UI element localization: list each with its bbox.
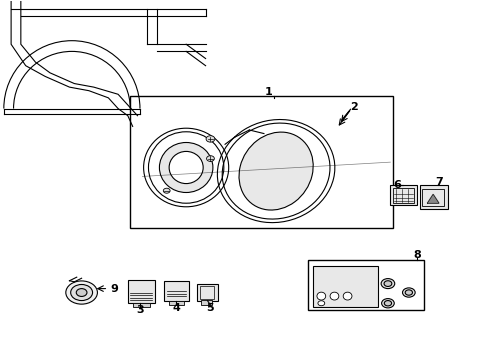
Text: 5: 5 bbox=[206, 303, 214, 313]
Text: 6: 6 bbox=[392, 180, 400, 190]
Ellipse shape bbox=[163, 188, 170, 193]
Bar bbox=[422, 189, 443, 206]
Bar bbox=[419, 185, 447, 208]
Bar bbox=[132, 302, 149, 307]
Ellipse shape bbox=[384, 301, 391, 306]
Text: 9: 9 bbox=[110, 284, 118, 294]
Text: 8: 8 bbox=[412, 250, 420, 260]
Ellipse shape bbox=[76, 289, 87, 296]
Bar bbox=[127, 280, 154, 303]
Ellipse shape bbox=[316, 292, 325, 300]
Ellipse shape bbox=[329, 292, 338, 300]
Bar bbox=[389, 185, 416, 205]
Ellipse shape bbox=[205, 136, 214, 142]
Text: 3: 3 bbox=[136, 305, 143, 315]
Ellipse shape bbox=[239, 132, 312, 210]
Bar bbox=[201, 300, 211, 305]
Ellipse shape bbox=[402, 288, 414, 297]
Bar bbox=[197, 284, 217, 301]
Bar bbox=[164, 281, 188, 301]
Ellipse shape bbox=[159, 143, 212, 193]
Ellipse shape bbox=[381, 298, 393, 308]
Bar bbox=[392, 188, 413, 203]
Polygon shape bbox=[427, 194, 438, 203]
Bar bbox=[200, 287, 214, 299]
Ellipse shape bbox=[169, 152, 203, 184]
Bar bbox=[169, 301, 183, 305]
Text: 2: 2 bbox=[349, 102, 357, 112]
Ellipse shape bbox=[71, 284, 92, 301]
Bar bbox=[307, 260, 424, 310]
Text: 7: 7 bbox=[434, 177, 442, 187]
Ellipse shape bbox=[206, 156, 214, 161]
Bar bbox=[312, 266, 377, 307]
Ellipse shape bbox=[317, 301, 324, 306]
Text: 4: 4 bbox=[172, 303, 180, 313]
Ellipse shape bbox=[380, 279, 394, 289]
Bar bbox=[130, 96, 392, 228]
Ellipse shape bbox=[343, 292, 351, 300]
Ellipse shape bbox=[66, 281, 97, 304]
Text: 1: 1 bbox=[264, 87, 272, 98]
Ellipse shape bbox=[383, 281, 391, 287]
Ellipse shape bbox=[405, 290, 412, 295]
